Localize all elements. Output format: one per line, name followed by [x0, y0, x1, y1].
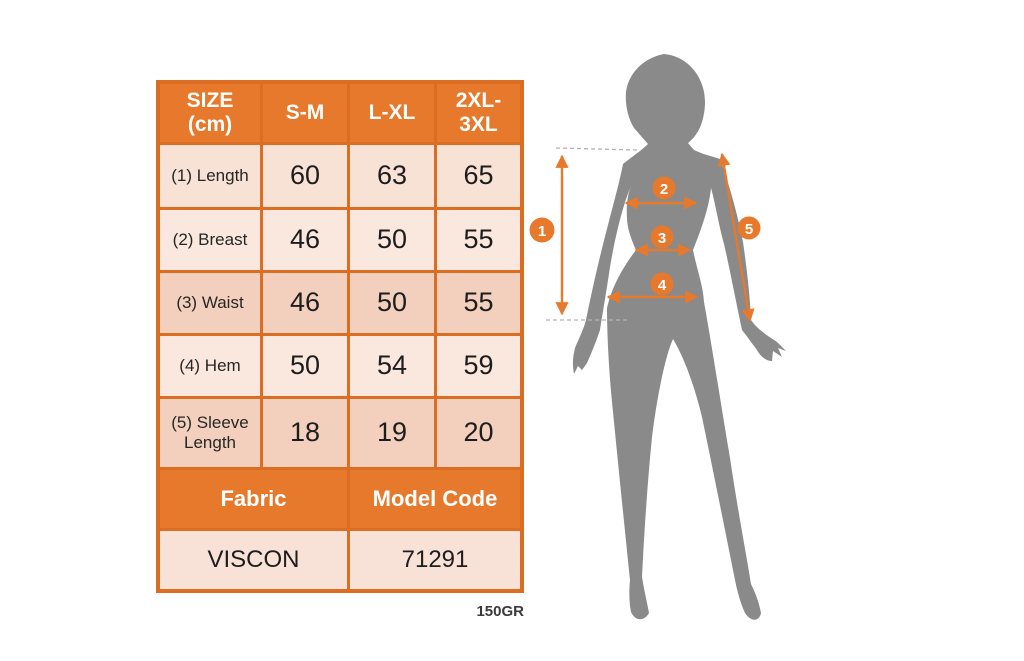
- column-header-2xl-3xl: 2XL-3XL: [437, 84, 520, 142]
- cell-hem-sm: 50: [263, 336, 347, 396]
- cell-length-2xl: 65: [437, 145, 520, 207]
- column-header-l-xl: L-XL: [350, 84, 434, 142]
- cell-hem-2xl: 59: [437, 336, 520, 396]
- female-silhouette: [572, 54, 786, 620]
- cell-hem-lxl: 54: [350, 336, 434, 396]
- cell-breast-2xl: 55: [437, 210, 520, 270]
- body-measurement-figure: 1 2 3 4 5: [525, 30, 815, 640]
- marker-5-label: 5: [745, 221, 753, 238]
- size-chart-table: SIZE (cm) S-M L-XL 2XL-3XL (1) Length 60…: [156, 80, 524, 593]
- marker-4-circle: [650, 272, 674, 296]
- cell-waist-2xl: 55: [437, 273, 520, 333]
- cell-sleeve-2xl: 20: [437, 399, 520, 467]
- figure-svg: 1 2 3 4 5: [529, 54, 786, 620]
- cell-waist-lxl: 50: [350, 273, 434, 333]
- model-code-header: Model Code: [350, 470, 520, 528]
- cell-breast-sm: 46: [263, 210, 347, 270]
- marker-3-label: 3: [658, 230, 666, 247]
- row-label-breast: (2) Breast: [160, 210, 260, 270]
- row-label-hem: (4) Hem: [160, 336, 260, 396]
- fabric-value: VISCON: [160, 531, 347, 589]
- marker-2-label: 2: [660, 181, 668, 198]
- column-header-size-cm: SIZE (cm): [160, 84, 260, 142]
- marker-4-label: 4: [658, 277, 667, 294]
- cell-length-sm: 60: [263, 145, 347, 207]
- weight-note: 150GR: [476, 603, 524, 620]
- column-header-s-m: S-M: [263, 84, 347, 142]
- cell-breast-lxl: 50: [350, 210, 434, 270]
- cell-waist-sm: 46: [263, 273, 347, 333]
- row-label-waist: (3) Waist: [160, 273, 260, 333]
- marker-2-circle: [652, 176, 676, 200]
- model-code-value: 71291: [350, 531, 520, 589]
- sleeve-arrow-5: [717, 152, 755, 323]
- row-label-sleeve-length: (5) Sleeve Length: [160, 399, 260, 467]
- row-label-length: (1) Length: [160, 145, 260, 207]
- fabric-header: Fabric: [160, 470, 347, 528]
- cell-sleeve-lxl: 19: [350, 399, 434, 467]
- marker-1-label: 1: [538, 223, 546, 240]
- length-guide-dash-top: [555, 147, 638, 151]
- marker-1-circle: [529, 217, 555, 243]
- marker-5-circle: [737, 216, 761, 240]
- marker-3-circle: [650, 225, 674, 249]
- cell-length-lxl: 63: [350, 145, 434, 207]
- cell-sleeve-sm: 18: [263, 399, 347, 467]
